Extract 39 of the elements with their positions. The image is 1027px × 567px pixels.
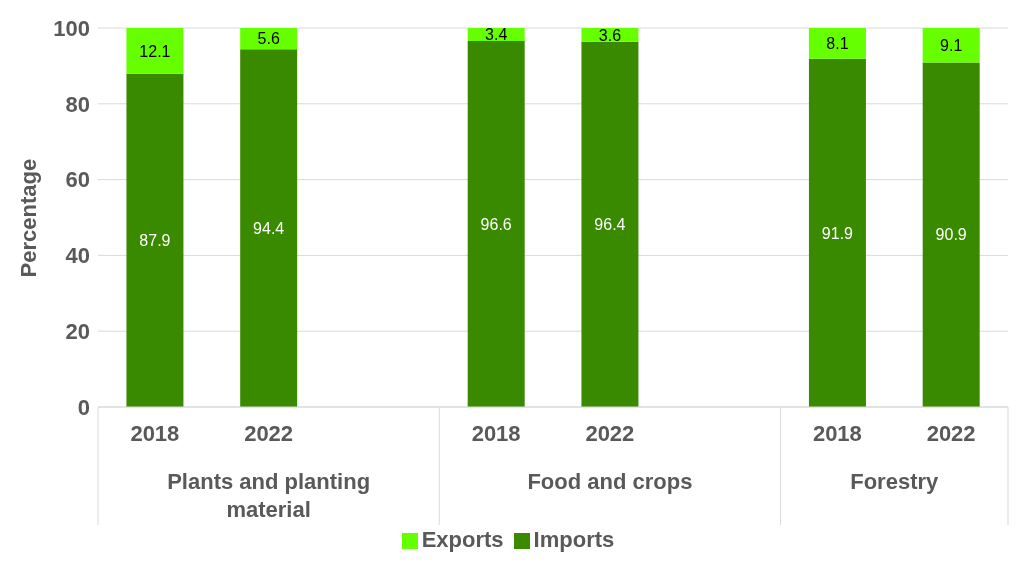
bar: [240, 49, 298, 407]
text: Plants and planting material: [167, 469, 371, 522]
bar: [922, 28, 980, 63]
data-label: 94.4: [253, 219, 285, 237]
y-tick-label: 100: [53, 15, 90, 41]
y-axis-title: Percentage: [15, 158, 41, 278]
x-tick-label: 2018: [812, 421, 862, 446]
data-label: 12.1: [139, 42, 171, 60]
y-tick-label: 0: [77, 394, 90, 420]
data-label: 91.9: [821, 224, 854, 242]
data-label: 5.6: [257, 30, 280, 48]
x-tick-label: 2022: [244, 421, 294, 446]
legend-label: Exports: [421, 527, 504, 552]
data-label: 96.6: [480, 215, 512, 233]
y-tick-label: 20: [65, 319, 90, 345]
x-tick-label: 2018: [471, 421, 521, 446]
text: Forestry: [850, 469, 940, 494]
x-tick-label: 2022: [585, 421, 635, 446]
text: Food and crops: [527, 469, 693, 494]
data-label: 3.4: [485, 26, 508, 44]
bar: [922, 62, 980, 407]
x-tick-label: 2018: [130, 421, 180, 446]
bar: [126, 28, 184, 74]
legend-label: Imports: [533, 527, 615, 552]
bar: [467, 40, 525, 407]
data-label: 3.6: [598, 26, 622, 44]
bar: [126, 73, 184, 407]
y-tick-label: 60: [65, 167, 90, 193]
y-tick-label: 40: [65, 243, 90, 269]
data-label: 87.9: [139, 232, 171, 250]
bar: [808, 58, 866, 407]
bar: [581, 41, 639, 407]
data-label: 9.1: [940, 36, 963, 54]
data-label: 90.9: [935, 226, 967, 244]
y-tick-label: 80: [65, 91, 90, 117]
data-label: 8.1: [826, 35, 849, 53]
x-tick-label: 2022: [926, 421, 976, 446]
data-label: 96.4: [594, 216, 626, 233]
bar: [808, 28, 866, 59]
